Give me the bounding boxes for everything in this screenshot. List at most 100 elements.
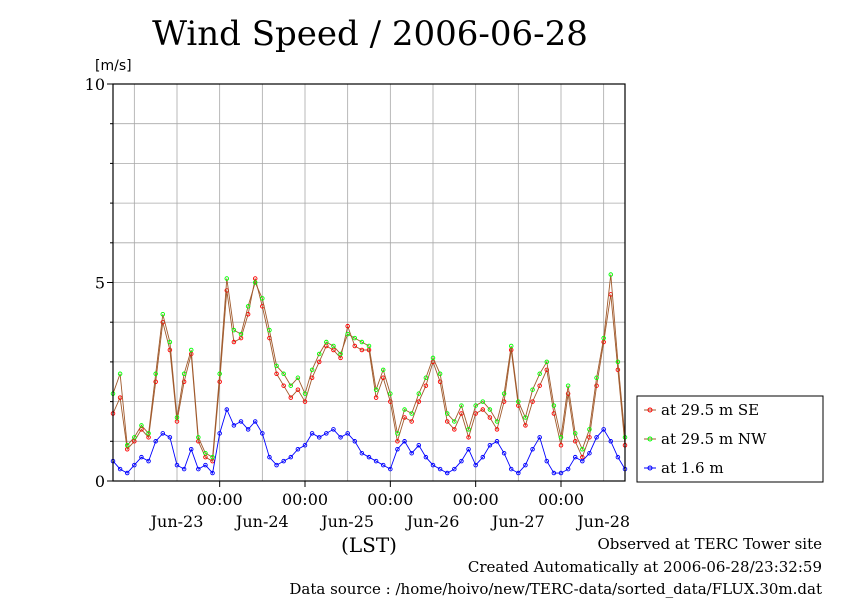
data-point <box>565 466 571 472</box>
data-point <box>388 466 393 472</box>
data-point <box>444 411 450 416</box>
data-point <box>537 383 542 388</box>
data-point <box>274 371 279 377</box>
data-point <box>508 343 514 349</box>
data-point <box>416 399 422 404</box>
data-point <box>380 375 386 381</box>
series-line <box>112 278 626 462</box>
data-point <box>395 439 400 444</box>
legend-label: at 1.6 m <box>661 459 724 477</box>
data-point <box>324 431 329 436</box>
data-point <box>124 470 130 476</box>
data-point <box>231 327 237 333</box>
data-point <box>139 454 144 460</box>
data-point <box>615 367 621 373</box>
data-point <box>366 343 372 349</box>
data-point <box>565 383 571 388</box>
data-point <box>196 466 201 472</box>
data-point <box>409 411 414 416</box>
data-point <box>288 454 294 460</box>
data-point <box>352 335 358 341</box>
legend-label: at 29.5 m SE <box>661 401 759 419</box>
data-point <box>132 462 137 468</box>
x-date-label: Jun-23 <box>149 512 204 531</box>
data-point <box>601 335 606 341</box>
data-point <box>139 423 144 428</box>
data-point <box>530 387 535 392</box>
data-point <box>274 363 279 369</box>
data-point <box>217 379 222 385</box>
data-point <box>345 331 350 337</box>
data-point <box>146 431 151 436</box>
data-point <box>409 419 414 424</box>
data-point <box>537 371 542 377</box>
data-point <box>288 395 294 400</box>
data-point <box>402 439 407 444</box>
data-point <box>153 371 158 377</box>
data-point <box>437 371 443 377</box>
series-0 <box>110 276 628 464</box>
legend-marker <box>647 436 653 442</box>
data-point <box>309 375 315 381</box>
data-point <box>267 327 272 333</box>
x-tick-label: 00:00 <box>282 490 328 509</box>
data-point <box>359 347 365 353</box>
data-point <box>260 431 265 436</box>
data-point <box>338 435 343 440</box>
data-point <box>580 446 585 452</box>
data-point <box>444 419 450 424</box>
y-tick-label: 5 <box>95 274 105 293</box>
data-point <box>601 427 606 432</box>
data-point <box>174 415 180 420</box>
data-point <box>366 454 372 460</box>
data-point <box>324 339 329 345</box>
x-axis-label: (LST) <box>341 533 397 557</box>
data-point <box>245 427 251 432</box>
data-point <box>338 351 343 357</box>
data-point <box>331 343 336 349</box>
data-point <box>423 375 429 381</box>
data-point <box>203 462 208 468</box>
data-point <box>181 379 187 385</box>
data-point <box>274 462 279 468</box>
data-point <box>473 403 478 408</box>
data-point <box>181 371 187 377</box>
data-point <box>117 466 123 472</box>
data-point <box>459 403 464 408</box>
series-layer <box>110 272 628 476</box>
data-point <box>444 470 450 476</box>
y-tick-label: 0 <box>95 472 105 491</box>
data-point <box>416 391 422 396</box>
data-point <box>551 403 557 408</box>
data-point <box>565 391 571 396</box>
data-point <box>587 450 592 456</box>
data-point <box>615 359 621 365</box>
data-point <box>345 431 350 436</box>
data-point <box>530 399 535 404</box>
data-point <box>238 331 244 337</box>
data-point <box>572 439 578 444</box>
legend-label: at 29.5 m NW <box>661 430 767 448</box>
data-point <box>516 470 521 476</box>
data-point <box>196 435 201 440</box>
data-point <box>345 323 350 329</box>
data-point <box>281 371 286 377</box>
data-point <box>537 435 542 440</box>
data-point <box>452 466 457 472</box>
data-point <box>388 391 393 396</box>
data-point <box>210 470 215 476</box>
data-point <box>395 431 400 436</box>
data-point <box>480 399 486 404</box>
data-point <box>452 427 457 432</box>
legend-marker <box>647 465 653 471</box>
data-point <box>167 339 173 345</box>
data-point <box>146 458 151 464</box>
x-date-label: Jun-25 <box>319 512 374 531</box>
chart-title: Wind Speed / 2006-06-28 <box>152 14 588 54</box>
data-point <box>544 458 550 464</box>
data-point <box>487 415 493 420</box>
data-point <box>402 407 407 412</box>
data-point <box>437 466 443 472</box>
data-point <box>174 462 180 468</box>
